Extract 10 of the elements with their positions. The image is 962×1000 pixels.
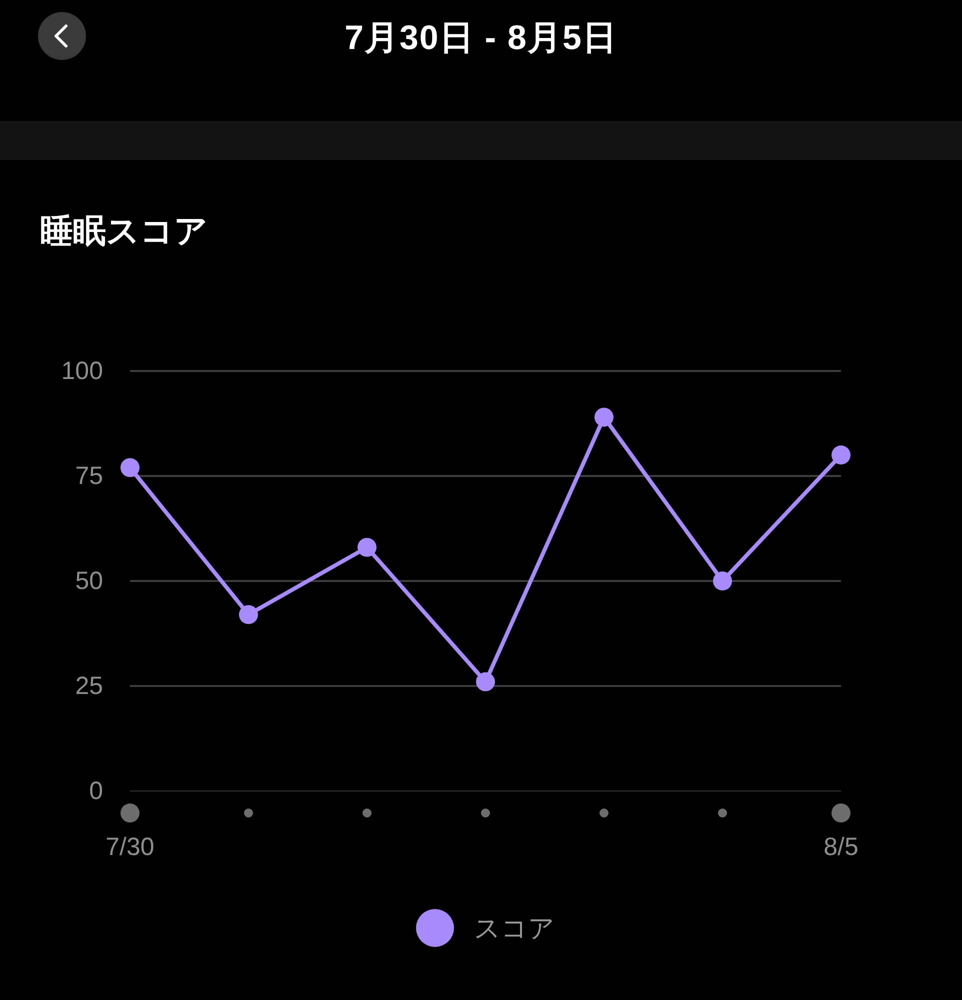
xtick-label: 7/30 [106, 833, 154, 861]
ytick-label: 100 [61, 357, 103, 385]
ytick-label: 0 [89, 777, 103, 805]
xtick-label: 8/5 [824, 833, 858, 861]
ytick-label: 75 [75, 462, 103, 490]
legend-label: スコア [474, 913, 555, 943]
ytick-label: 25 [75, 672, 103, 700]
subtitle: 睡眠スコア [40, 212, 208, 249]
title: 7月30日 - 8月5日 [344, 19, 618, 57]
ytick-label: 50 [75, 567, 103, 595]
